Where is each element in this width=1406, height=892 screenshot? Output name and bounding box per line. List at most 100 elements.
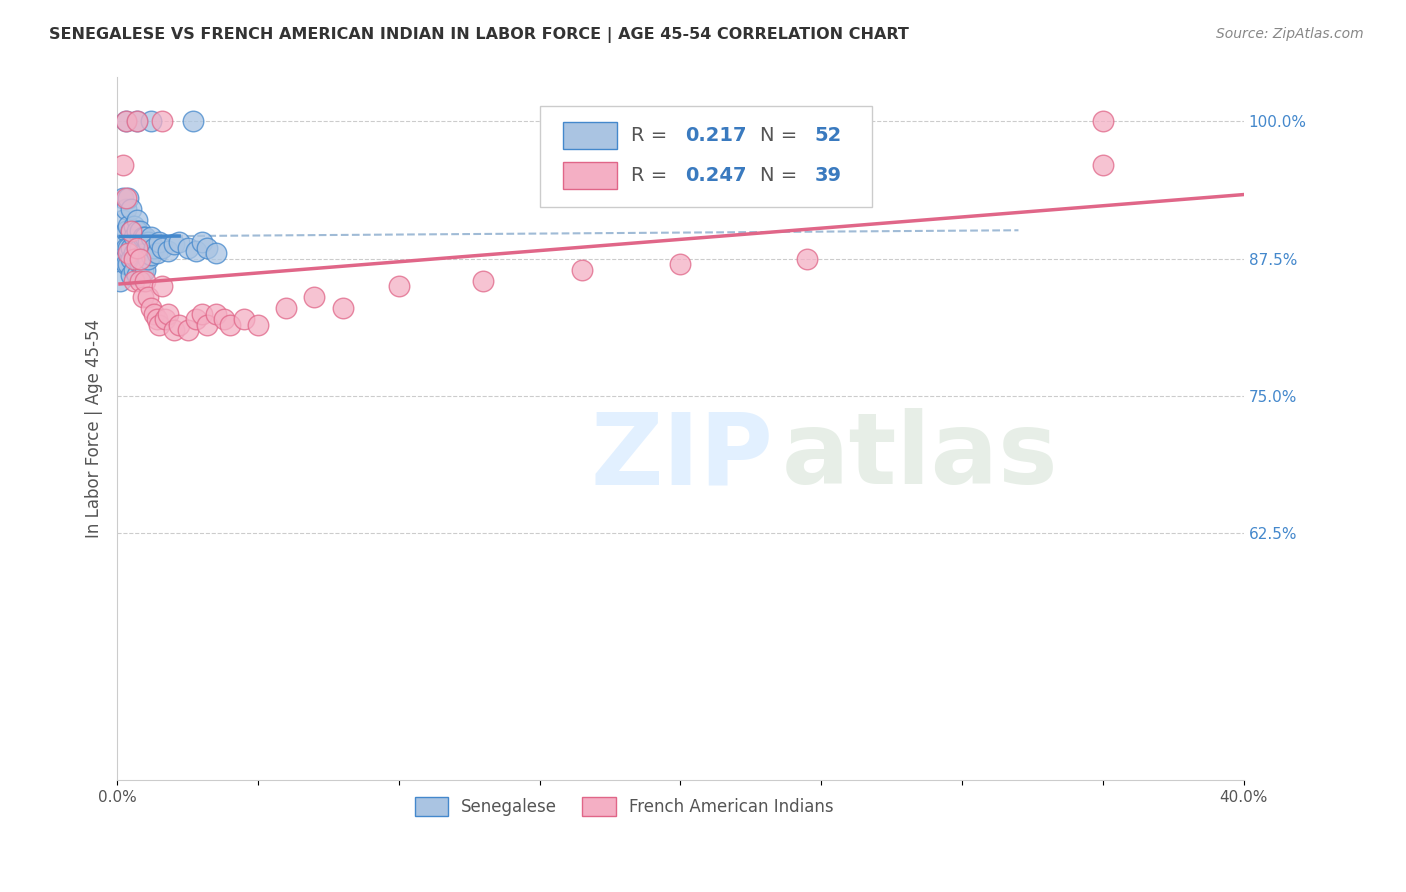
Point — [190, 307, 212, 321]
Point — [114, 114, 136, 128]
Point — [204, 246, 226, 260]
Point — [150, 241, 173, 255]
Point — [125, 213, 148, 227]
Point — [153, 312, 176, 326]
Text: R =: R = — [631, 127, 673, 145]
Point — [162, 323, 184, 337]
Point — [114, 241, 136, 255]
Point — [131, 262, 153, 277]
Point — [128, 241, 150, 255]
Point — [176, 241, 198, 255]
Point — [571, 262, 593, 277]
Point — [125, 268, 148, 282]
Point — [148, 235, 170, 249]
Point — [117, 257, 139, 271]
Text: R =: R = — [631, 166, 673, 186]
Bar — [564, 162, 617, 189]
Bar — [564, 122, 617, 149]
Point — [150, 279, 173, 293]
Point — [142, 307, 165, 321]
Point — [114, 202, 136, 217]
Point — [134, 274, 156, 288]
Point — [304, 290, 326, 304]
Point — [139, 114, 162, 128]
Point — [148, 318, 170, 332]
Point — [120, 202, 142, 217]
Point — [1091, 158, 1114, 172]
Point — [122, 274, 145, 288]
Point — [131, 246, 153, 260]
Point — [136, 252, 159, 266]
Point — [388, 279, 411, 293]
Point — [162, 237, 184, 252]
Point — [167, 318, 190, 332]
Point — [114, 224, 136, 238]
Point — [128, 224, 150, 238]
Point — [122, 262, 145, 277]
Point — [184, 312, 207, 326]
Point — [120, 224, 142, 238]
Text: N =: N = — [761, 166, 804, 186]
Point — [276, 301, 298, 315]
Point — [117, 246, 139, 260]
Point — [332, 301, 354, 315]
Text: 0.247: 0.247 — [685, 166, 747, 186]
Point — [125, 224, 148, 238]
Point — [247, 318, 270, 332]
Point — [111, 158, 134, 172]
Point — [114, 114, 136, 128]
Point — [145, 312, 167, 326]
Point — [195, 318, 218, 332]
Point — [125, 252, 148, 266]
Text: ZIP: ZIP — [591, 409, 773, 506]
Point — [181, 114, 204, 128]
Point — [156, 307, 179, 321]
Point — [111, 191, 134, 205]
Point — [232, 312, 254, 326]
Point — [108, 252, 131, 266]
Point — [111, 213, 134, 227]
Point — [134, 246, 156, 260]
Point — [128, 257, 150, 271]
Text: Source: ZipAtlas.com: Source: ZipAtlas.com — [1216, 27, 1364, 41]
Point — [122, 246, 145, 260]
Point — [156, 244, 179, 258]
Point — [120, 252, 142, 266]
Point — [120, 268, 142, 282]
Text: 39: 39 — [814, 166, 842, 186]
Text: atlas: atlas — [782, 409, 1059, 506]
Point — [108, 274, 131, 288]
Y-axis label: In Labor Force | Age 45-54: In Labor Force | Age 45-54 — [86, 319, 103, 539]
Point — [125, 241, 148, 255]
Point — [139, 301, 162, 315]
Point — [117, 241, 139, 255]
Point — [125, 114, 148, 128]
Point — [122, 219, 145, 233]
Legend: Senegalese, French American Indians: Senegalese, French American Indians — [406, 789, 842, 825]
Point — [117, 219, 139, 233]
Text: SENEGALESE VS FRENCH AMERICAN INDIAN IN LABOR FORCE | AGE 45-54 CORRELATION CHAR: SENEGALESE VS FRENCH AMERICAN INDIAN IN … — [49, 27, 910, 43]
Point — [131, 229, 153, 244]
Point — [796, 252, 818, 266]
Point — [1091, 114, 1114, 128]
Point — [190, 235, 212, 249]
Point — [134, 262, 156, 277]
Point — [176, 323, 198, 337]
Point — [218, 318, 240, 332]
Text: 0.217: 0.217 — [685, 127, 747, 145]
Point — [669, 257, 692, 271]
Point — [150, 114, 173, 128]
Point — [114, 257, 136, 271]
Point — [145, 246, 167, 260]
Point — [122, 252, 145, 266]
Point — [111, 229, 134, 244]
Point — [139, 248, 162, 262]
Point — [139, 229, 162, 244]
Point — [120, 224, 142, 238]
Point — [122, 229, 145, 244]
Point — [204, 307, 226, 321]
FancyBboxPatch shape — [540, 105, 872, 208]
Point — [212, 312, 235, 326]
Point — [125, 241, 148, 255]
Point — [136, 235, 159, 249]
